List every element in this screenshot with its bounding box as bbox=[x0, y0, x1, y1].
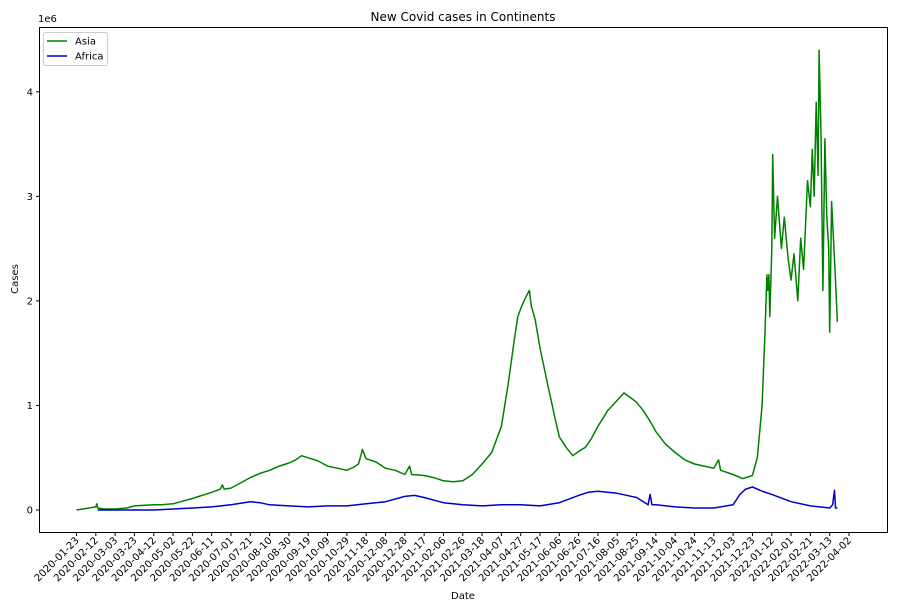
y-tick-label: 3 bbox=[27, 192, 33, 203]
y-tick-label: 0 bbox=[27, 506, 33, 517]
x-axis-title: Date bbox=[451, 591, 475, 602]
legend-label-africa: Africa bbox=[75, 52, 104, 63]
plot-area: 012342020-01-232020-02-122020-03-032020-… bbox=[27, 49, 854, 584]
y-tick-label: 1 bbox=[27, 401, 33, 412]
y-tick-label: 2 bbox=[27, 296, 33, 307]
legend: Asia Africa bbox=[43, 32, 108, 66]
chart-title: New Covid cases in Continents bbox=[371, 10, 556, 24]
y-tick-label: 4 bbox=[27, 87, 33, 98]
y-offset-text: 1e6 bbox=[38, 14, 57, 25]
plot-frame bbox=[39, 27, 888, 533]
y-axis-title: Cases bbox=[10, 264, 21, 294]
legend-label-asia: Asia bbox=[75, 37, 96, 48]
series-line-asia bbox=[76, 49, 839, 511]
series-line-africa bbox=[97, 486, 838, 511]
